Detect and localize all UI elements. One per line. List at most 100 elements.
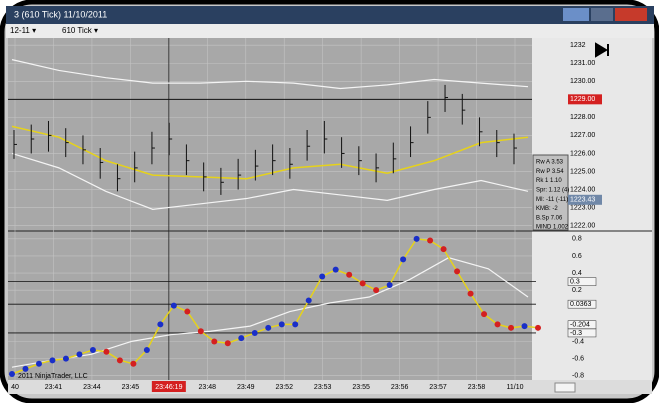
indicator-dot <box>170 302 177 309</box>
toolbar-instrument[interactable]: 12-11 ▾ <box>10 26 36 35</box>
level-marker <box>567 328 597 338</box>
x-tick-label: 23:49 <box>237 384 255 391</box>
indicator-dot <box>427 237 434 244</box>
indicator-band <box>11 257 529 368</box>
indicator-dot <box>211 338 218 345</box>
copyright: 2011 NinjaTrader, LLC <box>18 373 88 380</box>
indicator-dot <box>359 280 366 287</box>
y-tick-label: 1231.00 <box>570 60 595 67</box>
indicator-dot <box>508 324 515 331</box>
indicator-dot <box>494 321 501 328</box>
indicator-dot <box>9 371 15 378</box>
lower-band <box>11 152 529 210</box>
x-tick-label: 23:52 <box>275 384 293 391</box>
indicator-dot <box>413 235 420 242</box>
window-title: 3 (610 Tick) 11/10/2011 <box>14 9 107 19</box>
indicator-dot <box>481 311 488 318</box>
level-marker <box>567 299 597 309</box>
y-tick-label: 1226.00 <box>570 150 595 157</box>
x-tick-label: 23:58 <box>468 384 486 391</box>
indicator-dot <box>238 335 245 342</box>
info-line: Spr: 1.12 (4) <box>536 187 569 193</box>
close-button[interactable] <box>615 8 647 21</box>
indicator-dot <box>292 321 299 328</box>
minimize-button[interactable] <box>563 8 589 21</box>
indicator-dot <box>319 273 326 280</box>
indicator-dot <box>305 297 312 304</box>
y-tick-label: -0.6 <box>572 355 584 362</box>
y-tick-label: 1227.00 <box>570 132 595 139</box>
indicator-dot <box>454 268 461 275</box>
indicator-dot <box>440 246 447 253</box>
info-line: KMB: -2 <box>536 206 558 212</box>
x-tick-label: 11/10 <box>507 384 524 391</box>
info-line: Rk 1 1.10 <box>536 178 562 184</box>
indicator-dot <box>116 357 123 364</box>
indicator-dot <box>143 347 150 354</box>
level-marker-label: 0.0363 <box>570 301 592 308</box>
x-label-highlight <box>151 381 186 392</box>
indicator-dot <box>130 360 137 367</box>
level-marker <box>567 277 597 286</box>
scroll-end-icon[interactable] <box>595 42 609 58</box>
y-tick-label: 1223.00 <box>570 204 595 211</box>
indicator-line <box>11 238 539 375</box>
x-tick-label: 23:57 <box>429 384 447 391</box>
indicator-dot <box>89 347 96 354</box>
x-tick-label: 23:46:19 <box>155 384 182 391</box>
scroll-thumb[interactable] <box>554 382 576 393</box>
indicator-dot <box>184 308 191 315</box>
x-tick-label: 23:44 <box>83 384 101 391</box>
indicator-dot <box>521 323 528 330</box>
price-marker <box>568 194 602 205</box>
y-tick-label: 1230.00 <box>570 78 595 85</box>
indicator-dot <box>157 321 164 328</box>
info-line: MI: -11 (-11) <box>536 197 568 203</box>
x-tick-label: 23:53 <box>314 384 332 391</box>
price-marker-label: 1223.43 <box>570 197 595 204</box>
y-tick-label: 1225.00 <box>570 168 595 175</box>
indicator-dot <box>251 329 258 336</box>
indicator-dot <box>265 324 272 331</box>
info-line: Rw A 3.53 <box>536 160 564 166</box>
indicator-dot <box>373 287 380 294</box>
x-tick-label: 23:45 <box>122 384 140 391</box>
y-tick-label: 1222.00 <box>570 222 595 229</box>
maximize-button[interactable] <box>591 8 613 21</box>
toolbar-interval[interactable]: 610 Tick ▾ <box>62 26 98 35</box>
indicator-dot <box>278 321 285 328</box>
y-tick-label: -0.4 <box>572 338 584 345</box>
toolbar <box>6 24 654 38</box>
moving-average <box>11 125 529 180</box>
info-line: B.Sp 7.06 <box>536 215 563 221</box>
indicator-dot <box>22 365 29 372</box>
y-tick-label: 0.8 <box>572 236 582 243</box>
indicator-dot <box>386 282 393 289</box>
title-bar <box>6 6 654 24</box>
indicator-dot <box>467 290 474 297</box>
level-marker-label: -0.204 <box>570 322 590 329</box>
y-tick-label: 1228.00 <box>570 114 595 121</box>
indicator-dot <box>76 351 83 358</box>
x-tick-label: 23:56 <box>391 384 409 391</box>
price-marker-label: 1229.00 <box>570 96 595 103</box>
indicator-dot <box>224 340 231 347</box>
indicator-dot <box>49 357 56 364</box>
y-tick-label: 0.4 <box>572 270 582 277</box>
indicator-dot <box>35 360 42 367</box>
indicator-dot <box>197 328 204 335</box>
indicator-dot <box>103 348 110 355</box>
indicator-dot <box>62 355 69 362</box>
x-tick-label: 23:48 <box>199 384 217 391</box>
indicator-dot <box>535 324 541 331</box>
upper-band <box>11 59 529 90</box>
x-tick-label: 23:41 <box>45 384 63 391</box>
x-tick-label: 23:55 <box>352 384 370 391</box>
indicator-dot <box>346 271 353 278</box>
info-box <box>532 154 569 231</box>
info-line: MIND 1.002 <box>536 225 569 231</box>
y-tick-label: 0.2 <box>572 287 582 294</box>
y-tick-label: 0.6 <box>572 253 582 260</box>
indicator-dot <box>332 266 339 273</box>
